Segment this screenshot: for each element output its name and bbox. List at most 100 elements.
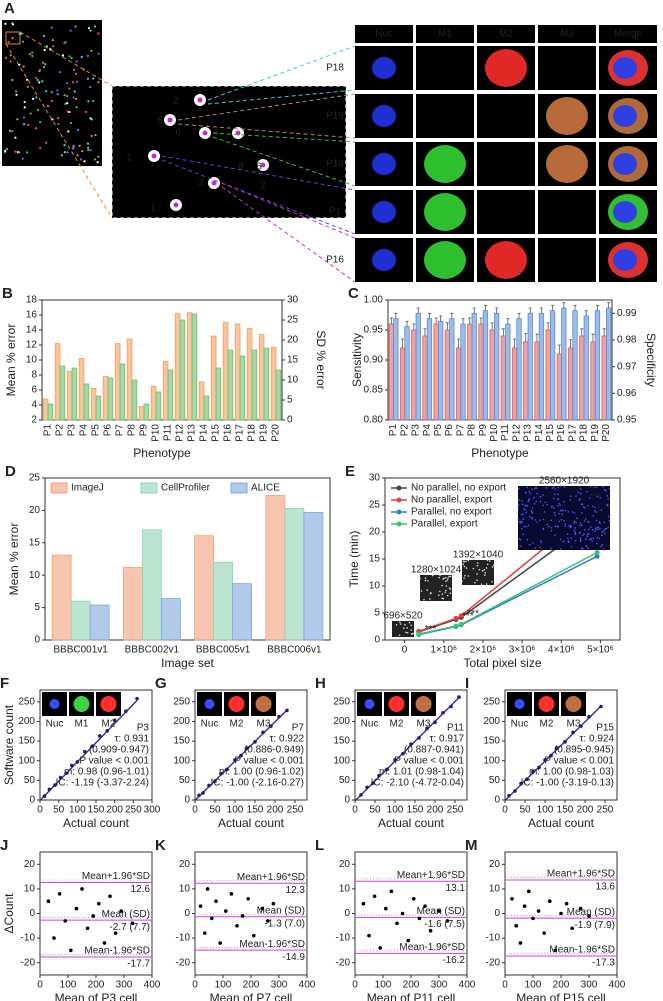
thumbnail-dot bbox=[579, 540, 582, 543]
thumbnail-dot bbox=[485, 567, 488, 569]
thumbnail-dot bbox=[528, 490, 531, 493]
thumbnail-dot bbox=[553, 497, 555, 500]
point bbox=[412, 896, 416, 901]
thumbnail-dot bbox=[590, 526, 592, 528]
y-tick-label: 5 bbox=[34, 602, 40, 613]
significance: *** bbox=[425, 624, 437, 635]
x-tick-label: P19 bbox=[259, 424, 270, 442]
cell-dot bbox=[81, 150, 84, 153]
thumbnail-dot bbox=[528, 543, 531, 546]
error-bar bbox=[535, 333, 539, 342]
bar bbox=[167, 369, 174, 421]
thumbnail-dot bbox=[544, 501, 547, 504]
plot-frame bbox=[194, 689, 308, 801]
thumbnail-dot bbox=[602, 530, 604, 533]
x-tick-label: P3 bbox=[67, 424, 78, 437]
cell-core bbox=[260, 162, 266, 168]
x-tick-label: 200 bbox=[106, 805, 123, 816]
error-bar bbox=[495, 307, 499, 314]
cell-dot bbox=[78, 144, 81, 147]
x-tick-label: P14 bbox=[534, 424, 545, 442]
annotation: m: 0.98 (0.96-1.01) bbox=[64, 767, 149, 778]
x-tick-label: 200 bbox=[553, 980, 570, 991]
bar bbox=[534, 341, 540, 421]
x-tick-label: P3 bbox=[411, 424, 422, 437]
y-tick-label: 16 bbox=[26, 310, 38, 321]
bar bbox=[42, 398, 49, 421]
legend-label: Parallel, export bbox=[411, 519, 478, 530]
point bbox=[218, 941, 222, 945]
bar bbox=[102, 376, 109, 421]
cell-dot bbox=[29, 112, 32, 115]
thumbnail-dot bbox=[596, 495, 599, 498]
cell-dot bbox=[93, 158, 97, 161]
thumbnail-dot bbox=[581, 512, 583, 514]
y-tick-label: 0 bbox=[184, 908, 190, 919]
thumbnail-dot bbox=[553, 511, 556, 514]
panel-letter: H bbox=[315, 675, 326, 692]
x-tick-label: BBBC001v1 bbox=[53, 645, 108, 656]
x-tick-label: P16 bbox=[223, 424, 234, 442]
legend-marker bbox=[396, 509, 402, 515]
bar bbox=[444, 329, 450, 421]
point bbox=[240, 914, 245, 918]
cell-image bbox=[477, 94, 535, 138]
y-axis-label: Mean % error bbox=[7, 523, 21, 596]
point bbox=[445, 919, 450, 923]
bar bbox=[511, 347, 518, 421]
thumbnail-dot bbox=[575, 495, 577, 497]
point bbox=[69, 763, 74, 768]
thumbnail-dot bbox=[591, 528, 594, 531]
point bbox=[453, 615, 459, 621]
error-bar bbox=[472, 307, 476, 314]
thumbnail-dot bbox=[438, 594, 440, 597]
x-tick-label: 200 bbox=[88, 980, 105, 991]
line bbox=[418, 504, 598, 633]
thumbnail-dot bbox=[441, 584, 443, 587]
thumbnail-dot bbox=[462, 563, 464, 566]
inset-cell bbox=[388, 696, 405, 712]
thumbnail-dot bbox=[520, 527, 523, 530]
thumbnail-dot bbox=[446, 579, 449, 581]
thumbnail-dot bbox=[554, 525, 557, 528]
cell-dot bbox=[97, 81, 100, 84]
bar bbox=[213, 561, 234, 641]
cell-dot bbox=[25, 151, 29, 154]
reference-name: Mean+1.96*SD bbox=[547, 869, 615, 880]
reference-value: 12.6 bbox=[131, 884, 151, 895]
y2-axis-label: SD % error bbox=[314, 330, 328, 389]
y-axis-label: Software count bbox=[2, 704, 16, 785]
thumbnail-dot bbox=[550, 527, 553, 529]
inset-label: M2 bbox=[390, 719, 404, 730]
error-bar bbox=[439, 315, 443, 322]
thumbnail-dot bbox=[531, 507, 534, 509]
point bbox=[210, 916, 214, 921]
thumbnail-dot bbox=[574, 531, 576, 533]
x-tick-label: P7 bbox=[115, 424, 126, 437]
point bbox=[423, 904, 427, 908]
overlay-label: 6 bbox=[157, 116, 163, 127]
x-tick-label: P12 bbox=[511, 424, 522, 442]
thumbnail-dot bbox=[596, 537, 599, 539]
point bbox=[395, 921, 399, 926]
thumbnail-dot bbox=[550, 519, 552, 522]
point bbox=[213, 779, 217, 783]
channel-header: M3 bbox=[560, 29, 574, 40]
x-axis-label: Image set bbox=[161, 656, 214, 670]
thumbnail-dot bbox=[467, 575, 470, 577]
cell-dot bbox=[74, 25, 77, 28]
point bbox=[64, 771, 68, 776]
thumbnail-dot bbox=[527, 500, 530, 503]
y-tick-label: 200 bbox=[333, 716, 350, 727]
plot-frame bbox=[504, 689, 618, 801]
thumbnail-dot bbox=[530, 509, 533, 512]
bar bbox=[119, 363, 126, 421]
x-tick-label: 0 bbox=[502, 980, 508, 991]
x-tick-label: BBBC005v1 bbox=[196, 645, 251, 656]
cell-dot bbox=[65, 81, 69, 85]
row-label: P16 bbox=[326, 255, 344, 266]
row-label: P19 bbox=[326, 111, 344, 122]
y-tick-label: 1.00 bbox=[364, 295, 384, 306]
bar bbox=[251, 349, 258, 421]
thumbnail-dot bbox=[589, 485, 592, 488]
